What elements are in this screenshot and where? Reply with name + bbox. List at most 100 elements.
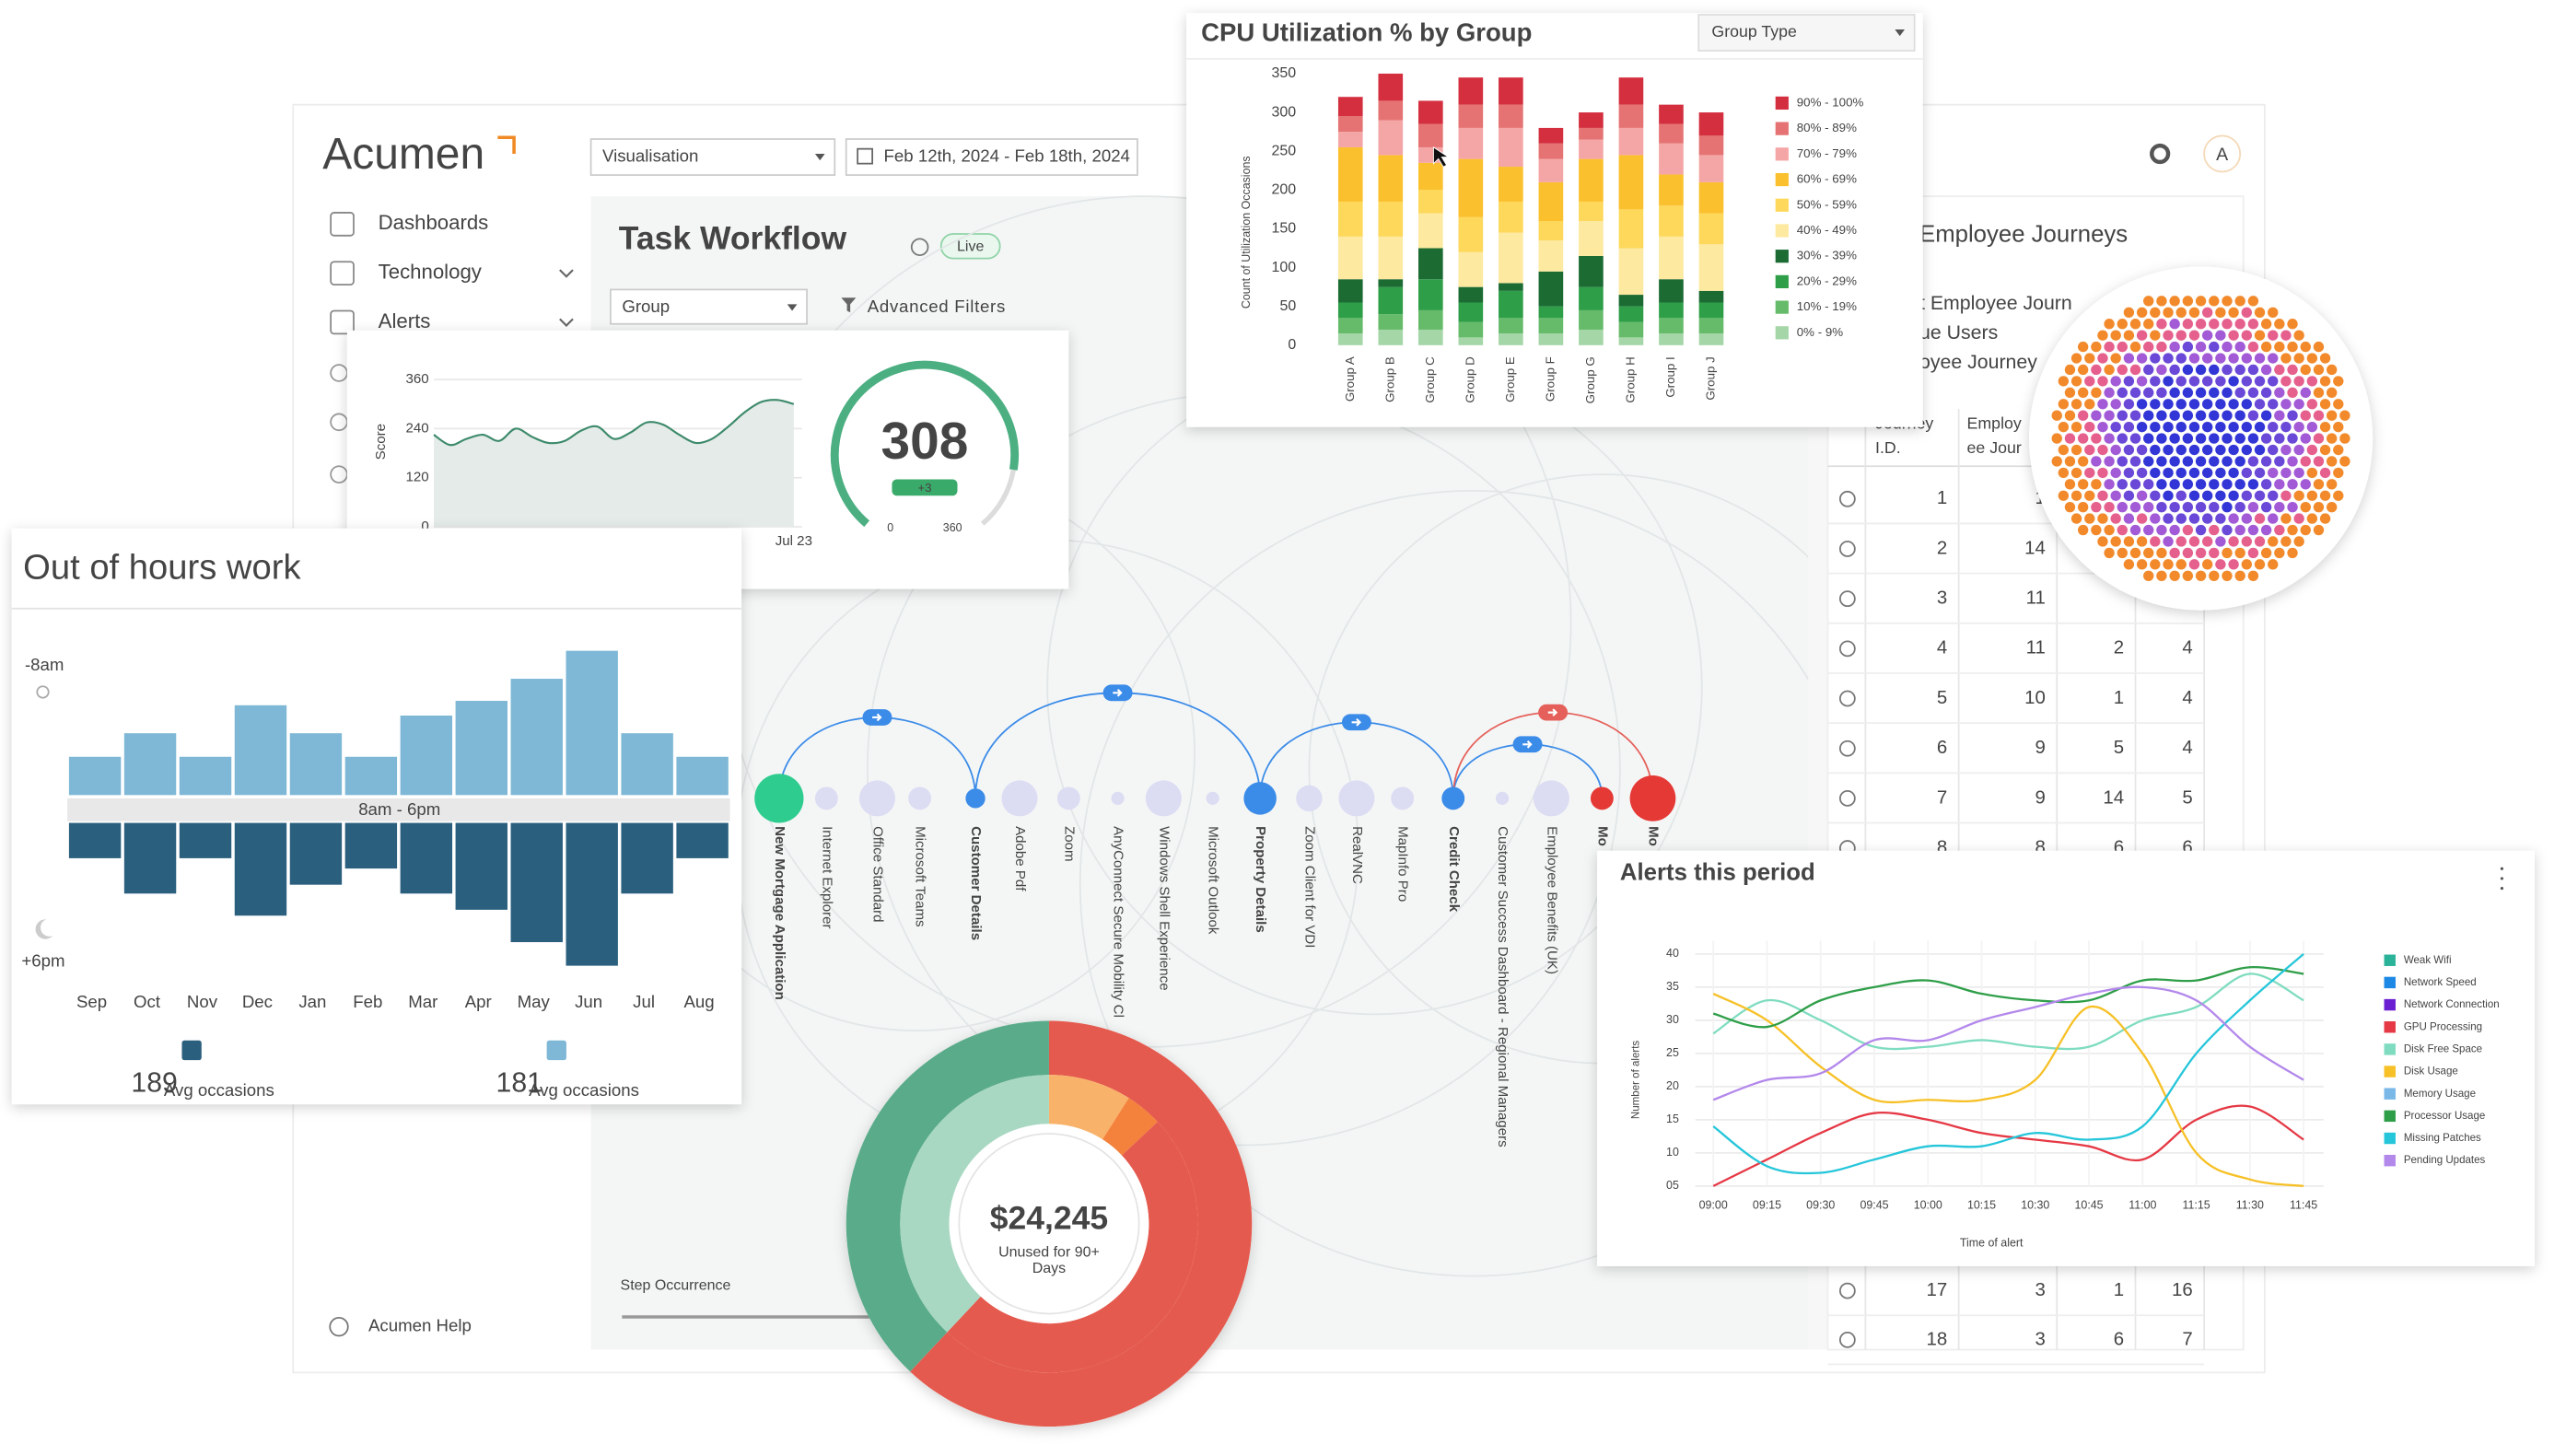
x-tick-label: 09:00 bbox=[1699, 1198, 1728, 1211]
donut-segment bbox=[947, 1122, 1198, 1373]
legend-label: 70% - 79% bbox=[1797, 146, 1857, 160]
dot bbox=[2097, 467, 2108, 479]
dot bbox=[2104, 364, 2115, 376]
x-tick-label: Apr bbox=[465, 992, 492, 1011]
bar-segment bbox=[1618, 295, 1644, 307]
dot bbox=[2287, 410, 2298, 421]
select-caret bbox=[1895, 29, 1906, 37]
dot bbox=[2169, 524, 2180, 536]
workflow-node-label: Office Standard bbox=[869, 826, 885, 923]
bar-segment bbox=[1499, 232, 1523, 284]
bar-segment bbox=[1579, 255, 1604, 287]
date-range-label: Feb 12th, 2024 - Feb 18th, 2024 bbox=[884, 146, 1130, 165]
dot bbox=[2228, 376, 2239, 387]
legend-label: 80% - 89% bbox=[1797, 121, 1857, 134]
workflow-node-label: Internet Explorer bbox=[819, 826, 834, 928]
dot bbox=[2222, 502, 2233, 513]
row-radio[interactable] bbox=[1838, 490, 1856, 507]
dot bbox=[2241, 421, 2252, 433]
dot bbox=[2268, 559, 2279, 570]
dot bbox=[2247, 524, 2259, 536]
dot bbox=[2117, 502, 2128, 513]
dot bbox=[2234, 502, 2245, 513]
settings-icon[interactable] bbox=[2150, 143, 2171, 165]
dot bbox=[2195, 319, 2207, 330]
dot bbox=[2097, 330, 2108, 341]
dot bbox=[2241, 307, 2252, 318]
legend-swatch bbox=[2384, 976, 2396, 989]
date-range[interactable] bbox=[845, 138, 1138, 176]
dot bbox=[2175, 376, 2187, 387]
dot bbox=[2104, 341, 2115, 353]
row-radio[interactable] bbox=[1838, 1331, 1856, 1348]
bar-segment bbox=[1659, 318, 1684, 334]
legend-label: Disk Free Space bbox=[2404, 1043, 2482, 1054]
y-axis-label: Score bbox=[373, 424, 389, 460]
row-radio[interactable] bbox=[1838, 1282, 1856, 1299]
table-cell: 1 bbox=[2114, 1280, 2124, 1300]
dot bbox=[2064, 387, 2076, 399]
avatar[interactable] bbox=[2203, 134, 2242, 173]
dot bbox=[2058, 399, 2070, 410]
dot bbox=[2268, 399, 2279, 410]
legend-label: Pending Updates bbox=[2404, 1155, 2486, 1166]
nav-item: Alerts bbox=[379, 309, 431, 332]
dot bbox=[2195, 547, 2207, 559]
workflow-node-label: RealVNC bbox=[1349, 826, 1365, 884]
legend-swatch bbox=[2384, 954, 2396, 966]
row-radio[interactable] bbox=[1838, 541, 1856, 557]
menu-dot bbox=[2500, 867, 2504, 870]
group-type-label: Group Type bbox=[1711, 22, 1797, 41]
dot bbox=[2293, 444, 2304, 456]
bar-segment bbox=[1458, 337, 1484, 345]
workflow-node bbox=[1629, 775, 1676, 821]
dot bbox=[2182, 364, 2194, 376]
step-occurrence-label: Step Occurrence bbox=[621, 1277, 731, 1293]
dot bbox=[2234, 479, 2245, 490]
dot bbox=[2077, 410, 2089, 421]
row-radio[interactable] bbox=[1838, 740, 1856, 757]
y-tick-label: 30 bbox=[1666, 1013, 1679, 1026]
workflow-node-label: Mo bbox=[1645, 826, 1661, 846]
dot bbox=[2274, 364, 2285, 376]
alerts-title: Alerts this period bbox=[1620, 859, 1815, 885]
select-caret bbox=[787, 304, 798, 311]
bar bbox=[179, 822, 232, 858]
view-select[interactable] bbox=[589, 138, 836, 176]
dot bbox=[2169, 387, 2180, 399]
average-text: Avg occasions bbox=[164, 1080, 274, 1100]
dot bbox=[2169, 502, 2180, 513]
group-type-select[interactable] bbox=[1697, 14, 1916, 52]
bar-segment bbox=[1378, 73, 1404, 101]
bar-segment bbox=[1538, 181, 1564, 222]
bar-segment bbox=[1458, 321, 1484, 338]
dot bbox=[2280, 376, 2292, 387]
row-radio[interactable] bbox=[1838, 590, 1856, 608]
dot bbox=[2163, 421, 2174, 433]
table-cell: 6 bbox=[2114, 837, 2124, 857]
bar-segment bbox=[1579, 286, 1604, 310]
dot bbox=[2339, 433, 2350, 444]
group-select[interactable] bbox=[610, 288, 808, 325]
bar-segment bbox=[1698, 213, 1724, 245]
dot bbox=[2209, 296, 2220, 307]
dot bbox=[2280, 421, 2292, 433]
dot bbox=[2084, 376, 2095, 387]
gauge-change-badge bbox=[892, 479, 958, 496]
row-radio[interactable] bbox=[1838, 640, 1856, 658]
bar-segment bbox=[1337, 132, 1363, 147]
moon-icon bbox=[35, 919, 53, 939]
dot bbox=[2201, 330, 2213, 341]
bar-segment bbox=[1538, 158, 1564, 182]
row-radio[interactable] bbox=[1838, 690, 1856, 707]
bar-segment bbox=[1458, 77, 1484, 105]
workflow-node bbox=[1243, 782, 1277, 815]
dot bbox=[2163, 513, 2174, 524]
dot bbox=[2313, 524, 2325, 536]
bar-segment bbox=[1417, 123, 1443, 147]
row-radio[interactable] bbox=[1838, 790, 1856, 807]
dot bbox=[2077, 433, 2089, 444]
dot bbox=[2247, 319, 2259, 330]
bar bbox=[289, 822, 343, 885]
